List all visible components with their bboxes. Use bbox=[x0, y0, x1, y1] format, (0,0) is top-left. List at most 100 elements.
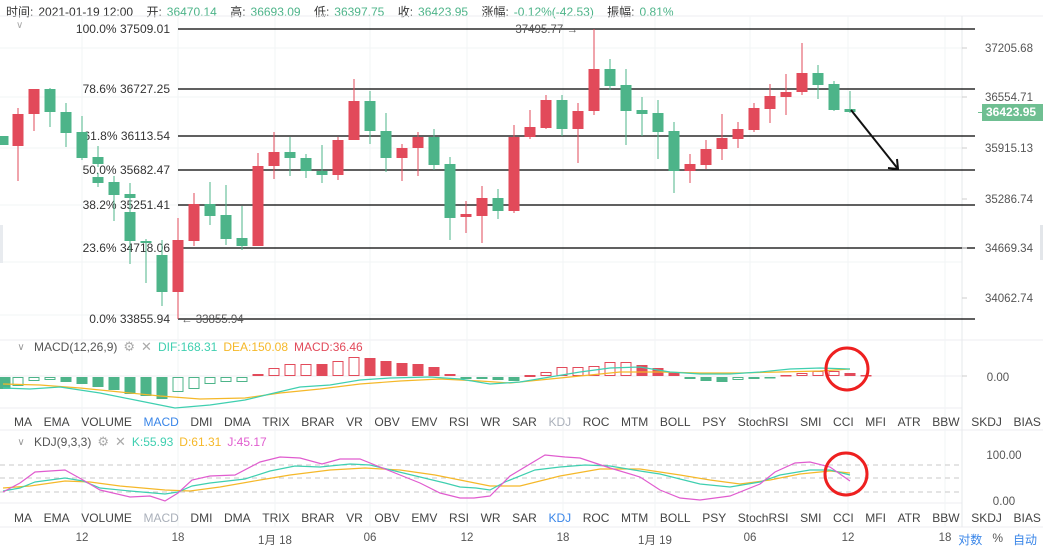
indicator-tab-emv[interactable]: EMV bbox=[411, 415, 438, 429]
main-collapse-chevron-icon[interactable]: ∨ bbox=[16, 20, 24, 31]
indicator-tab-smi[interactable]: SMI bbox=[800, 511, 822, 525]
kdj-title: KDJ(9,3,3) bbox=[34, 435, 92, 449]
kdj-collapse-chevron-icon[interactable]: ∨ bbox=[17, 436, 25, 448]
kdj-k-value: K:55.93 bbox=[131, 435, 174, 449]
indicator-tab-mfi[interactable]: MFI bbox=[865, 511, 886, 525]
kdj-header: ∨ KDJ(9,3,3) ⚙ ✕ K:55.93 D:61.31 J:45.17 bbox=[14, 434, 266, 450]
time-tick: 1月 19 bbox=[638, 535, 672, 547]
svg-text:23.6% 34718.06: 23.6% 34718.06 bbox=[83, 241, 171, 255]
indicator-tab-brar[interactable]: BRAR bbox=[301, 511, 335, 525]
indicator-tab-atr[interactable]: ATR bbox=[897, 511, 921, 525]
indicator-tab-ma[interactable]: MA bbox=[14, 415, 32, 429]
indicator-tab-cci[interactable]: CCI bbox=[833, 415, 854, 429]
time-tick: 18 bbox=[938, 532, 952, 544]
indicator-tab-dma[interactable]: DMA bbox=[224, 415, 251, 429]
macd-close-icon[interactable]: ✕ bbox=[141, 339, 152, 354]
kdj-close-icon[interactable]: ✕ bbox=[115, 434, 126, 449]
indicator-tab-atr[interactable]: ATR bbox=[897, 415, 921, 429]
indicator-tab-trix[interactable]: TRIX bbox=[262, 415, 290, 429]
time-axis: 12 18 1月 18 06 12 18 1月 19 06 12 18 bbox=[0, 528, 1043, 550]
svg-text:0.00: 0.00 bbox=[993, 496, 1015, 508]
indicator-tab-stochrsi[interactable]: StochRSI bbox=[737, 511, 789, 525]
svg-text:50.0% 35682.47: 50.0% 35682.47 bbox=[83, 163, 171, 177]
trend-arrow-annotation[interactable] bbox=[850, 109, 900, 171]
indicator-tab-skdj[interactable]: SKDJ bbox=[971, 415, 1002, 429]
time-tick: 06 bbox=[363, 532, 377, 544]
indicator-tab-bias[interactable]: BIAS bbox=[1013, 511, 1041, 525]
svg-text:34062.74: 34062.74 bbox=[985, 293, 1034, 305]
macd-series bbox=[0, 357, 872, 409]
indicator-tab-skdj[interactable]: SKDJ bbox=[971, 511, 1002, 525]
indicator-tab-roc[interactable]: ROC bbox=[582, 511, 610, 525]
indicator-tab-roc[interactable]: ROC bbox=[582, 415, 610, 429]
indicator-tab-emv[interactable]: EMV bbox=[411, 511, 438, 525]
indicator-tab-ma[interactable]: MA bbox=[14, 511, 32, 525]
macd-settings-gear-icon[interactable]: ⚙ bbox=[123, 339, 136, 354]
indicator-tab-stochrsi[interactable]: StochRSI bbox=[737, 415, 789, 429]
macd-dea-value: DEA:150.08 bbox=[223, 340, 289, 354]
indicator-tab-ema[interactable]: EMA bbox=[43, 415, 70, 429]
kdj-settings-gear-icon[interactable]: ⚙ bbox=[97, 434, 110, 449]
indicator-tab-cci[interactable]: CCI bbox=[833, 511, 854, 525]
macd-macd-value: MACD:36.46 bbox=[294, 340, 363, 354]
auto-scale-button[interactable]: 自动 bbox=[1012, 533, 1037, 547]
indicator-tab-obv[interactable]: OBV bbox=[374, 511, 400, 525]
indicator-tab-mtm[interactable]: MTM bbox=[620, 511, 649, 525]
indicator-tab-obv[interactable]: OBV bbox=[374, 415, 400, 429]
svg-text:0.0% 33855.94: 0.0% 33855.94 bbox=[89, 312, 170, 326]
indicator-tab-psy[interactable]: PSY bbox=[702, 511, 727, 525]
log-scale-button[interactable]: 对数 bbox=[958, 533, 983, 547]
indicator-tab-sar[interactable]: SAR bbox=[512, 415, 537, 429]
indicator-tab-bbw[interactable]: BBW bbox=[932, 415, 960, 429]
current-price-tag: 36423.95 bbox=[978, 104, 1043, 121]
indicator-tab-vr[interactable]: VR bbox=[346, 511, 363, 525]
percent-scale-button[interactable]: % bbox=[992, 531, 1003, 545]
indicator-tab-boll[interactable]: BOLL bbox=[659, 511, 691, 525]
svg-text:36554.71: 36554.71 bbox=[985, 92, 1033, 104]
indicator-tab-brar[interactable]: BRAR bbox=[301, 415, 335, 429]
indicator-tab-volume[interactable]: VOLUME bbox=[81, 415, 132, 429]
indicator-tabs-kdj-panel: MA EMA VOLUME MACD DMI DMA TRIX BRAR VR OBV EMV RSI… bbox=[0, 507, 1041, 529]
indicator-tab-mtm[interactable]: MTM bbox=[620, 415, 649, 429]
time-tick: 12 bbox=[75, 532, 89, 544]
indicator-tab-wr[interactable]: WR bbox=[480, 511, 501, 525]
indicator-tab-ema[interactable]: EMA bbox=[43, 511, 70, 525]
macd-title: MACD(12,26,9) bbox=[34, 340, 118, 354]
svg-text:37205.68: 37205.68 bbox=[985, 43, 1033, 55]
indicator-tab-dma[interactable]: DMA bbox=[224, 511, 251, 525]
indicator-tab-bbw[interactable]: BBW bbox=[932, 511, 960, 525]
indicator-tab-psy[interactable]: PSY bbox=[702, 415, 727, 429]
time-tick: 18 bbox=[171, 532, 185, 544]
indicator-tab-volume[interactable]: VOLUME bbox=[81, 511, 132, 525]
svg-text:0.00: 0.00 bbox=[987, 372, 1009, 384]
indicator-tab-vr[interactable]: VR bbox=[346, 415, 363, 429]
indicator-tab-dmi[interactable]: DMI bbox=[190, 415, 213, 429]
svg-text:38.2% 35251.41: 38.2% 35251.41 bbox=[83, 198, 171, 212]
indicator-tab-kdj[interactable]: KDJ bbox=[548, 415, 572, 429]
indicator-tab-macd[interactable]: MACD bbox=[143, 511, 179, 525]
svg-text:61.8% 36113.54: 61.8% 36113.54 bbox=[83, 129, 170, 143]
indicator-tab-boll[interactable]: BOLL bbox=[659, 415, 691, 429]
indicator-tab-kdj[interactable]: KDJ bbox=[548, 511, 572, 525]
svg-text:35915.13: 35915.13 bbox=[985, 143, 1033, 155]
indicator-tab-wr[interactable]: WR bbox=[480, 415, 501, 429]
price-axis: 37205.68 36554.71 35915.13 35286.74 34669.34… bbox=[962, 43, 1034, 508]
indicator-tab-smi[interactable]: SMI bbox=[800, 415, 822, 429]
macd-highlight-circle bbox=[824, 346, 870, 392]
indicator-tab-trix[interactable]: TRIX bbox=[262, 511, 290, 525]
indicator-tab-rsi[interactable]: RSI bbox=[448, 415, 469, 429]
indicator-tab-mfi[interactable]: MFI bbox=[865, 415, 886, 429]
svg-text:34669.34: 34669.34 bbox=[985, 243, 1034, 255]
indicator-tab-bias[interactable]: BIAS bbox=[1013, 415, 1041, 429]
indicator-tab-rsi[interactable]: RSI bbox=[448, 511, 469, 525]
right-drawer-handle[interactable] bbox=[1040, 225, 1043, 260]
fibonacci-retracement[interactable]: 100.0% 37509.01 78.6% 36727.25 61.8% 36113… bbox=[76, 22, 975, 326]
left-drawer-handle[interactable] bbox=[0, 225, 3, 263]
indicator-tab-macd[interactable]: MACD bbox=[143, 415, 179, 429]
kdj-series bbox=[2, 454, 851, 502]
macd-collapse-chevron-icon[interactable]: ∨ bbox=[17, 341, 25, 353]
indicator-tab-sar[interactable]: SAR bbox=[512, 511, 537, 525]
indicator-tab-dmi[interactable]: DMI bbox=[190, 511, 213, 525]
candlestick-series bbox=[0, 29, 856, 319]
